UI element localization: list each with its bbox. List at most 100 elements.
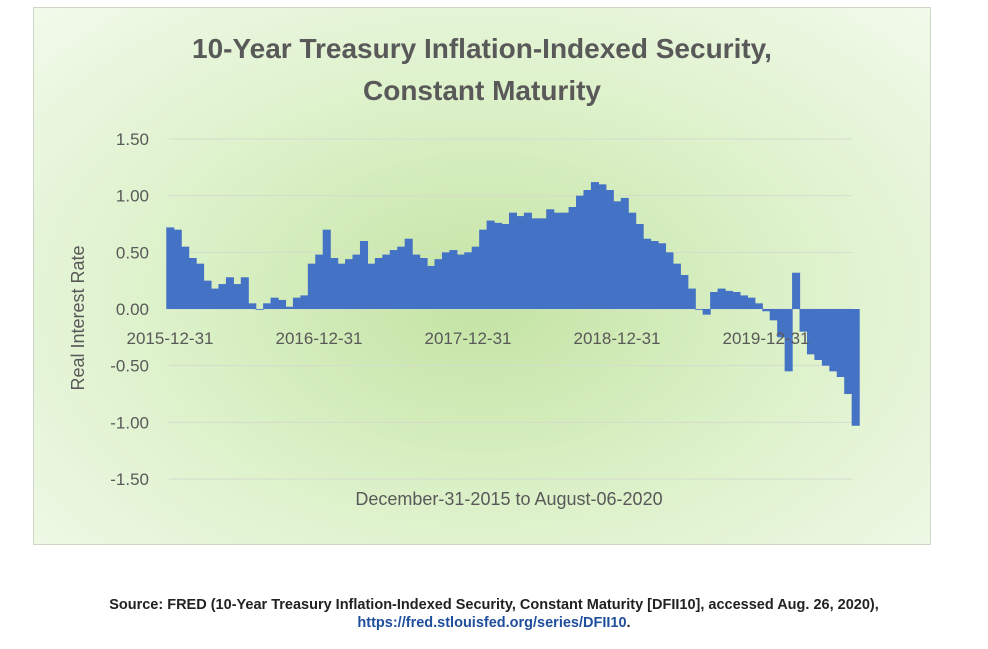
bar bbox=[263, 303, 272, 309]
bar bbox=[784, 309, 793, 372]
bar-series bbox=[166, 182, 860, 426]
bar bbox=[732, 292, 741, 309]
bar bbox=[255, 309, 264, 310]
bar bbox=[218, 284, 227, 309]
bar bbox=[188, 258, 197, 309]
bar bbox=[561, 212, 570, 309]
bar bbox=[516, 216, 525, 309]
chart-title-line-2: Constant Maturity bbox=[363, 75, 601, 106]
chart-title-line-1: 10-Year Treasury Inflation-Indexed Secur… bbox=[192, 33, 772, 64]
bar bbox=[806, 309, 816, 355]
bar bbox=[389, 250, 398, 309]
bar bbox=[315, 254, 324, 309]
bar bbox=[359, 241, 369, 309]
bar bbox=[598, 184, 607, 309]
bar bbox=[613, 201, 622, 309]
bar bbox=[278, 299, 287, 309]
bar bbox=[300, 295, 309, 309]
bar bbox=[471, 246, 480, 309]
y-tick-label: 0.00 bbox=[116, 300, 149, 319]
bar bbox=[248, 303, 257, 309]
bar bbox=[702, 309, 711, 315]
bar bbox=[657, 243, 667, 309]
bar bbox=[665, 252, 674, 309]
bar bbox=[680, 275, 689, 309]
bar bbox=[643, 238, 652, 309]
y-tick-label: 0.50 bbox=[116, 243, 149, 262]
bar bbox=[352, 254, 361, 309]
bar bbox=[210, 288, 220, 309]
bar bbox=[739, 295, 748, 309]
bar bbox=[553, 212, 562, 309]
x-axis-label: December-31-2015 to August-06-2020 bbox=[355, 489, 662, 509]
bar bbox=[203, 280, 212, 309]
bar bbox=[166, 227, 175, 309]
source-link[interactable]: https://fred.stlouisfed.org/series/DFII1… bbox=[357, 615, 627, 631]
y-tick-label: -0.50 bbox=[110, 357, 149, 376]
bar bbox=[374, 258, 383, 309]
bar bbox=[456, 254, 465, 309]
bar bbox=[427, 265, 436, 309]
bar bbox=[695, 309, 704, 310]
y-tick-label: 1.50 bbox=[116, 130, 149, 149]
bar bbox=[479, 229, 488, 309]
bar bbox=[851, 309, 860, 426]
x-tick-label: 2019-12-31 bbox=[723, 329, 810, 348]
bar bbox=[725, 290, 734, 309]
bar bbox=[240, 277, 249, 309]
bar bbox=[568, 207, 577, 309]
bar bbox=[605, 190, 614, 309]
bar bbox=[546, 209, 555, 309]
bar bbox=[583, 190, 592, 309]
bar bbox=[628, 212, 637, 309]
y-tick-label: -1.00 bbox=[110, 413, 149, 432]
bar bbox=[464, 252, 473, 309]
bar bbox=[821, 309, 830, 366]
bar bbox=[449, 250, 458, 309]
bar bbox=[508, 212, 518, 309]
bar bbox=[799, 309, 808, 332]
bar bbox=[382, 254, 391, 309]
bar bbox=[576, 195, 585, 309]
bar bbox=[687, 288, 696, 309]
bar bbox=[412, 254, 421, 309]
bar bbox=[173, 229, 182, 309]
bar bbox=[322, 229, 331, 309]
chart-frame: 10-Year Treasury Inflation-Indexed Secur… bbox=[33, 7, 931, 545]
source-link-line: https://fred.stlouisfed.org/series/DFII1… bbox=[0, 614, 988, 632]
bar bbox=[501, 224, 510, 309]
bar bbox=[419, 258, 428, 309]
bar bbox=[181, 246, 190, 309]
bar bbox=[285, 306, 294, 309]
bar bbox=[345, 259, 354, 309]
x-tick-label: 2015-12-31 bbox=[127, 329, 214, 348]
bar bbox=[196, 263, 205, 309]
bar bbox=[538, 218, 547, 309]
source-text: Source: FRED (10-Year Treasury Inflation… bbox=[109, 597, 879, 613]
bar bbox=[531, 218, 540, 309]
bar bbox=[441, 252, 450, 309]
bar bbox=[710, 292, 719, 309]
bar bbox=[836, 309, 845, 377]
bar bbox=[747, 297, 756, 309]
bar bbox=[762, 309, 771, 312]
bar bbox=[672, 263, 681, 309]
x-tick-labels: 2015-12-31 2016-12-31 2017-12-31 2018-12-31… bbox=[127, 329, 810, 348]
source-suffix: . bbox=[626, 615, 631, 631]
source-citation: Source: FRED (10-Year Treasury Inflation… bbox=[0, 596, 988, 632]
bar bbox=[754, 303, 763, 309]
bar bbox=[620, 197, 629, 309]
y-tick-label: -1.50 bbox=[110, 470, 149, 489]
bar bbox=[367, 263, 376, 309]
bar bbox=[494, 222, 503, 309]
bar bbox=[792, 272, 801, 309]
bar bbox=[337, 263, 346, 309]
bar bbox=[307, 263, 316, 309]
chart-svg: 10-Year Treasury Inflation-Indexed Secur… bbox=[68, 33, 860, 509]
y-tick-labels: 1.50 1.00 0.50 0.00 -0.50 -1.00 -1.50 bbox=[110, 130, 149, 489]
bar bbox=[769, 309, 778, 321]
bar bbox=[523, 212, 532, 309]
bar bbox=[590, 182, 599, 309]
bar bbox=[717, 288, 726, 309]
bar bbox=[777, 309, 786, 338]
